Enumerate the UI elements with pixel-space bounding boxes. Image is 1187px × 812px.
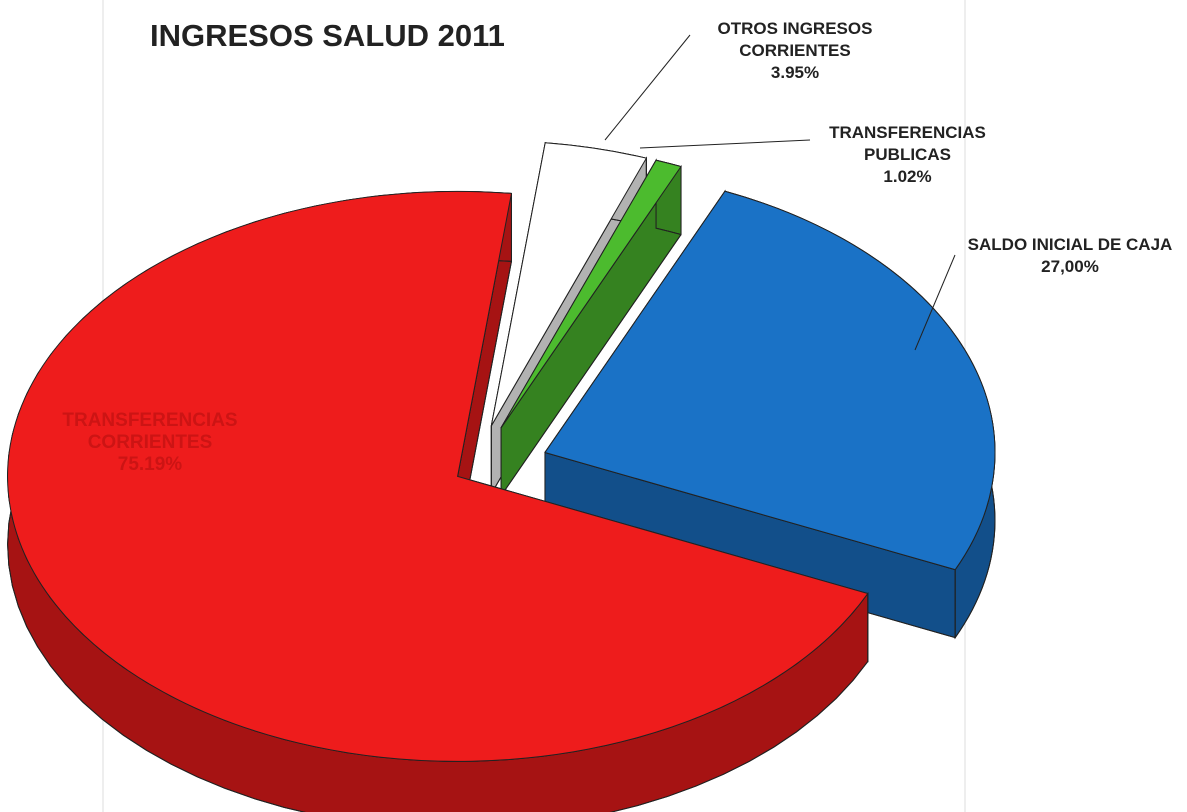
- slice: [544, 190, 996, 571]
- category-label: SALDO INICIAL DE CAJA: [967, 235, 1173, 254]
- data-label: TRANSFERENCIAS PUBLICAS 1.02%: [800, 122, 1015, 188]
- value-label: 1.02%: [883, 167, 932, 186]
- leader-line: [604, 34, 691, 141]
- leader-line: [639, 139, 811, 149]
- category-label: TRANSFERENCIAS CORRIENTES: [62, 410, 238, 453]
- category-label: TRANSFERENCIAS PUBLICAS: [829, 123, 986, 164]
- value-label: 27,00%: [1041, 257, 1099, 276]
- data-label: SALDO INICIAL DE CAJA 27,00%: [955, 234, 1185, 278]
- value-label: 75.19%: [117, 454, 183, 475]
- value-label: 3.95%: [770, 63, 820, 82]
- data-label: TRANSFERENCIAS CORRIENTES 75.19%: [10, 410, 290, 476]
- slice: [7, 190, 869, 762]
- slice: [490, 142, 648, 427]
- slice: [500, 159, 682, 429]
- chart-title: INGRESOS SALUD 2011: [150, 18, 505, 53]
- category-label: OTROS INGRESOS CORRIENTES: [717, 19, 873, 60]
- data-label: OTROS INGRESOS CORRIENTES 3.95%: [690, 18, 900, 84]
- leader-line: [914, 254, 956, 351]
